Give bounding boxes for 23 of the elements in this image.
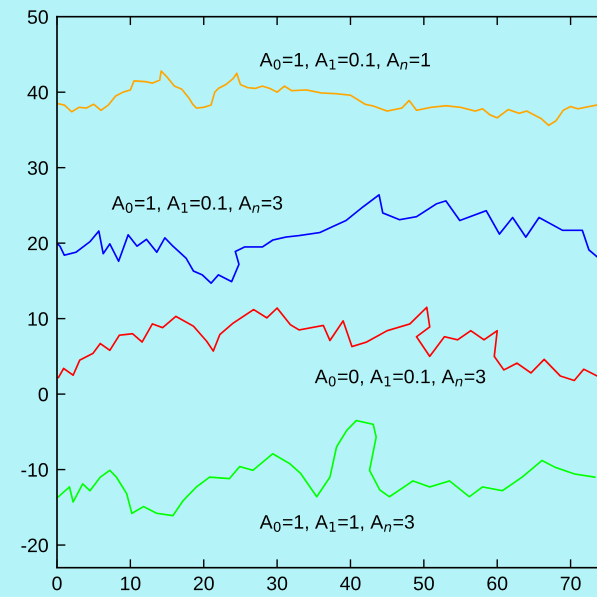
y-tick-label: -10 — [21, 463, 48, 477]
x-tick-label: 30 — [267, 576, 288, 590]
x-tick-label: 20 — [194, 576, 214, 590]
annotation: A$_{0}$=1, A$_{1}$=0.1, A$_{n}$=1 — [260, 52, 430, 70]
y-tick-label: 20 — [28, 236, 48, 250]
y-tick-label: 40 — [27, 86, 48, 100]
y-tick-label: -20 — [21, 538, 48, 552]
annotation: A$_{0}$=1, A$_{1}$=1, A$_{n}$=3 — [260, 515, 414, 532]
y-tick-label: 10 — [28, 312, 48, 326]
x-tick-label: 10 — [121, 576, 140, 590]
y-tick-label: 0 — [38, 388, 48, 402]
x-tick-label: 50 — [414, 576, 434, 590]
line-series — [57, 194, 597, 284]
annotation: A$_{0}$=1, A$_{1}$=0.1, A$_{n}$=3 — [112, 196, 282, 213]
x-tick-label: 0 — [52, 576, 62, 590]
annotation: A$_{0}$=0, A$_{1}$=0.1, A$_{n}$=3 — [314, 370, 486, 387]
y-tick-label: 50 — [28, 10, 48, 24]
x-tick-label: 70 — [560, 576, 581, 590]
line-series — [57, 70, 597, 126]
x-tick-label: 40 — [340, 576, 361, 590]
line-series — [58, 420, 596, 516]
y-tick-label: 30 — [28, 161, 48, 175]
x-tick-label: 60 — [487, 576, 508, 590]
